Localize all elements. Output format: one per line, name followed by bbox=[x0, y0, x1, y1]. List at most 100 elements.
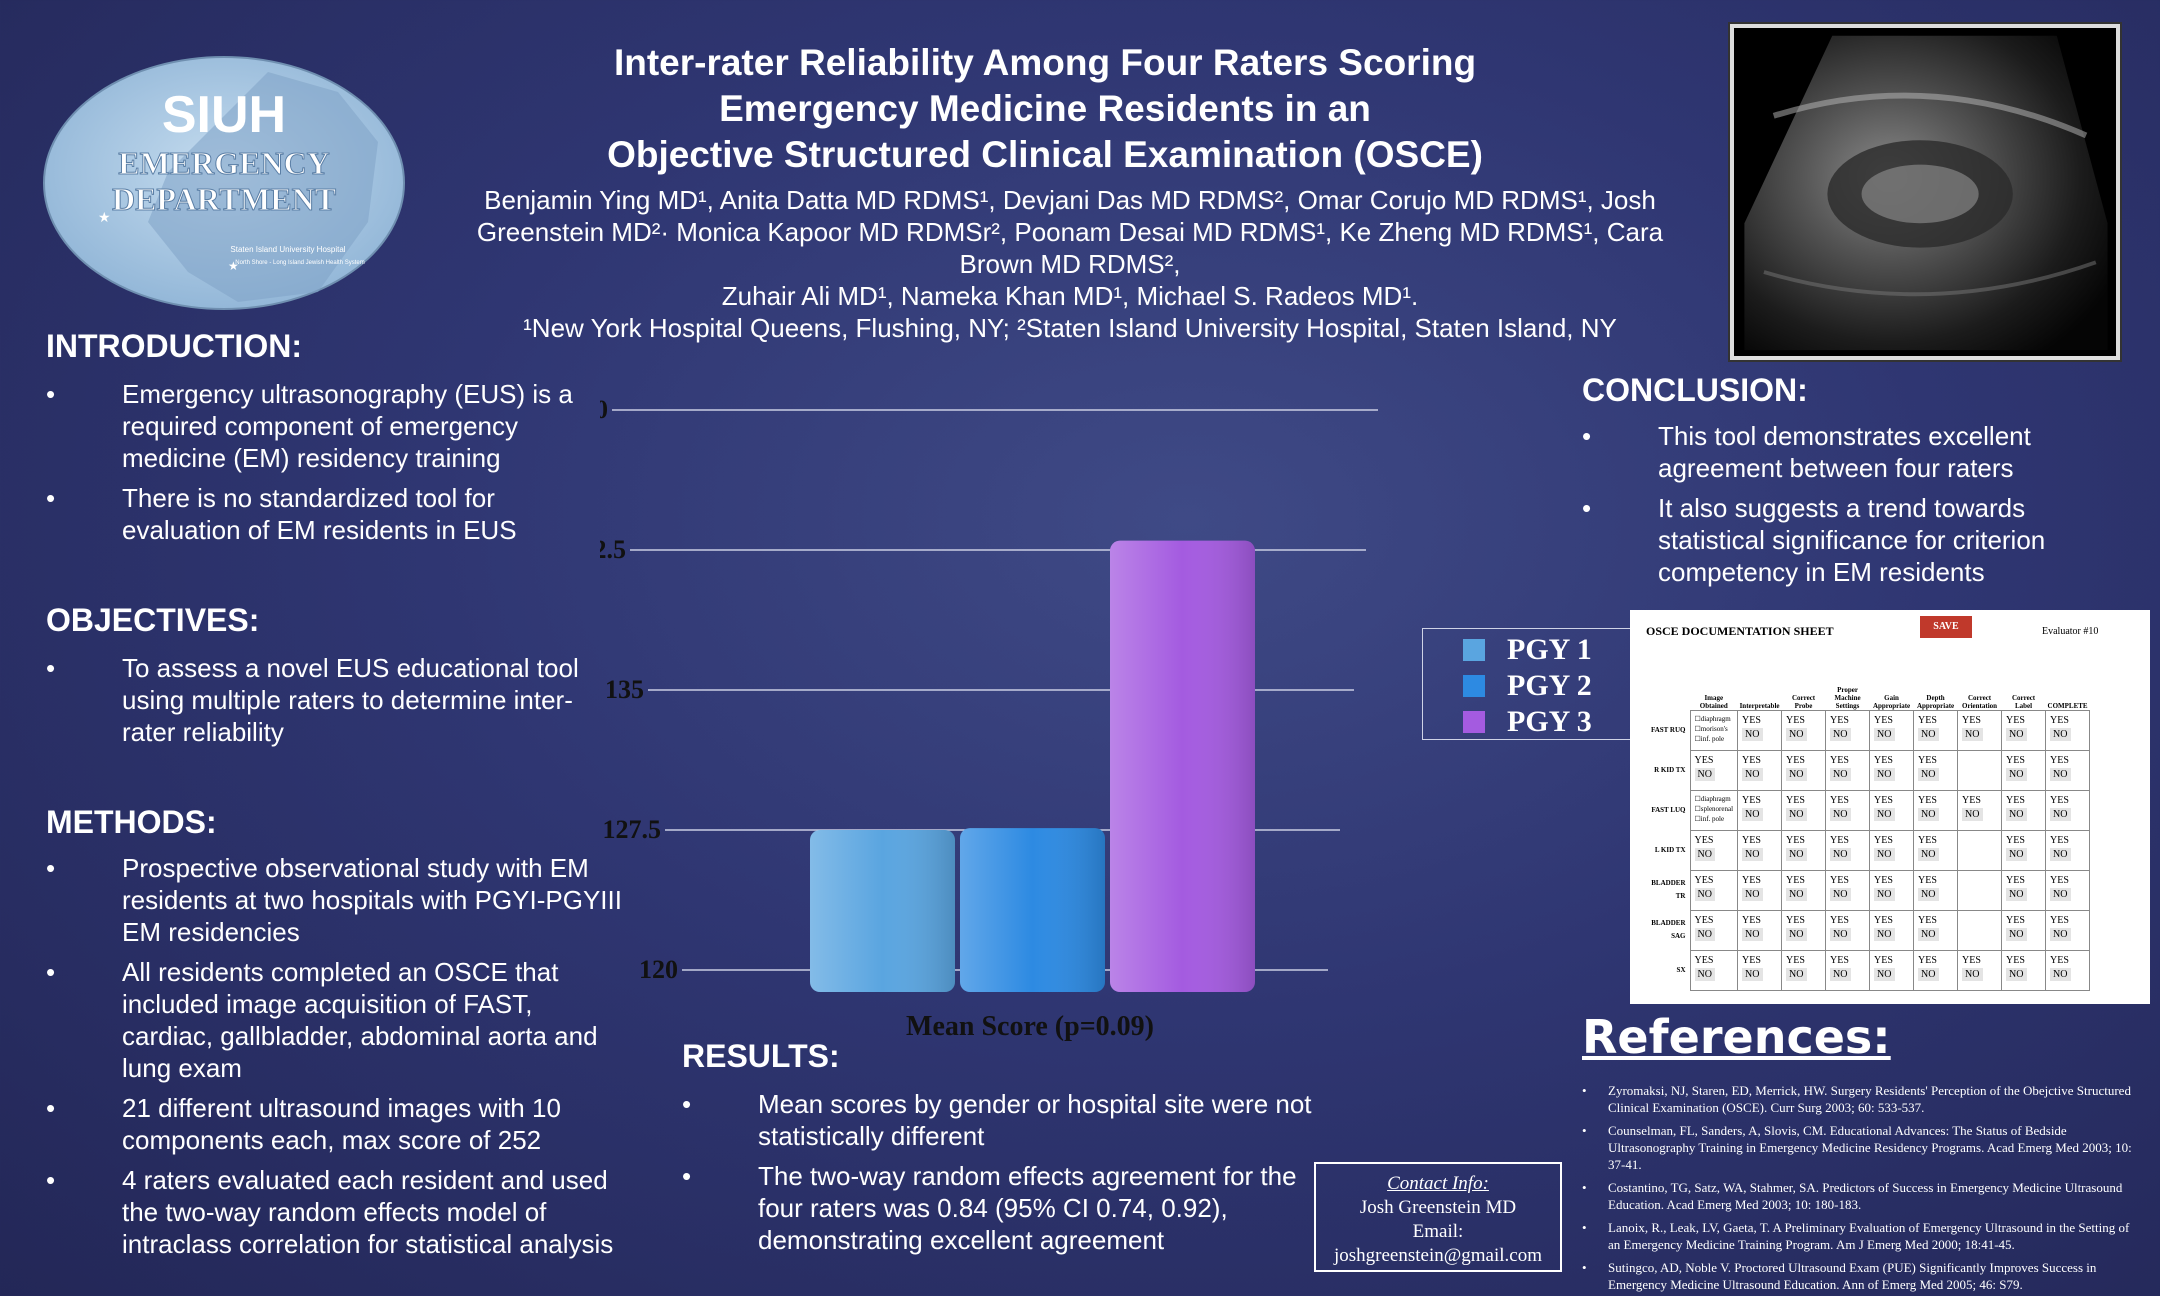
yes-option[interactable]: YES bbox=[2050, 794, 2069, 806]
contact-email[interactable]: joshgreenstein@gmail.com bbox=[1334, 1245, 1542, 1266]
no-option[interactable]: NO bbox=[2050, 927, 2071, 941]
osce-cell[interactable]: YES NO bbox=[2001, 789, 2047, 831]
yes-option[interactable]: YES bbox=[2006, 954, 2025, 966]
osce-cell[interactable]: YES NO bbox=[1781, 869, 1827, 911]
yes-option[interactable]: YES bbox=[2006, 834, 2025, 846]
no-option[interactable]: NO bbox=[1742, 767, 1763, 781]
no-option[interactable]: NO bbox=[2006, 847, 2027, 861]
yes-option[interactable]: YES bbox=[1830, 914, 1849, 926]
yes-option[interactable]: YES bbox=[2006, 914, 2025, 926]
save-button[interactable]: SAVE bbox=[1920, 616, 1972, 638]
yes-option[interactable]: YES bbox=[1742, 794, 1761, 806]
osce-cell[interactable]: YES NO bbox=[1869, 749, 1915, 791]
osce-cell[interactable]: YES NO bbox=[1825, 709, 1871, 751]
no-option[interactable]: NO bbox=[1874, 927, 1895, 941]
no-option[interactable]: NO bbox=[1830, 807, 1851, 821]
no-option[interactable]: NO bbox=[1918, 887, 1939, 901]
yes-option[interactable]: YES bbox=[1830, 874, 1849, 886]
yes-option[interactable]: YES bbox=[1694, 914, 1714, 926]
yes-option[interactable]: YES bbox=[1694, 954, 1714, 966]
no-option[interactable]: NO bbox=[1694, 887, 1715, 901]
yes-option[interactable]: YES bbox=[1962, 954, 1981, 966]
osce-cell[interactable]: YES NO bbox=[1781, 789, 1827, 831]
no-option[interactable]: NO bbox=[1786, 927, 1807, 941]
yes-option[interactable]: YES bbox=[1874, 714, 1893, 726]
yes-option[interactable]: YES bbox=[1874, 954, 1893, 966]
no-option[interactable]: NO bbox=[1786, 887, 1807, 901]
osce-cell[interactable]: YES NO bbox=[1737, 749, 1783, 791]
no-option[interactable]: NO bbox=[2050, 727, 2071, 741]
osce-cell[interactable]: YES NO bbox=[2001, 829, 2047, 871]
osce-cell[interactable]: YES NO bbox=[2001, 749, 2047, 791]
osce-cell[interactable]: YES NO bbox=[1825, 909, 1871, 951]
osce-cell[interactable]: YES NO bbox=[1913, 909, 1959, 951]
checkbox-option[interactable]: ☐splenorenal bbox=[1694, 804, 1734, 813]
osce-cell[interactable]: YES NO bbox=[1869, 829, 1915, 871]
osce-cell[interactable]: YES NO bbox=[1825, 949, 1871, 991]
yes-option[interactable]: YES bbox=[2050, 954, 2069, 966]
yes-option[interactable]: YES bbox=[1786, 714, 1805, 726]
no-option[interactable]: NO bbox=[1918, 967, 1939, 981]
no-option[interactable]: NO bbox=[1742, 967, 1763, 981]
no-option[interactable]: NO bbox=[1918, 847, 1939, 861]
no-option[interactable]: NO bbox=[1830, 767, 1851, 781]
no-option[interactable]: NO bbox=[2050, 807, 2071, 821]
osce-cell[interactable]: YES NO bbox=[1781, 949, 1827, 991]
osce-cell[interactable]: YES NO bbox=[1869, 869, 1915, 911]
osce-cell[interactable]: YES NO bbox=[2045, 829, 2091, 871]
no-option[interactable]: NO bbox=[1918, 727, 1939, 741]
no-option[interactable]: NO bbox=[1874, 807, 1895, 821]
osce-cell[interactable]: YES NO bbox=[1957, 789, 2003, 831]
yes-option[interactable]: YES bbox=[2050, 874, 2069, 886]
osce-cell[interactable]: YES NO bbox=[1689, 829, 1739, 871]
yes-option[interactable]: YES bbox=[1742, 754, 1761, 766]
no-option[interactable]: NO bbox=[1742, 727, 1763, 741]
checkbox-option[interactable]: ☐diaphragm bbox=[1694, 794, 1731, 803]
checkbox-option[interactable]: ☐inf. pole bbox=[1694, 734, 1725, 743]
osce-cell[interactable]: YES NO bbox=[1737, 829, 1783, 871]
osce-cell[interactable]: YES NO bbox=[1869, 789, 1915, 831]
yes-option[interactable]: YES bbox=[1742, 954, 1761, 966]
no-option[interactable]: NO bbox=[2050, 767, 2071, 781]
no-option[interactable]: NO bbox=[1962, 727, 1983, 741]
osce-cell[interactable]: YES NO bbox=[1913, 869, 1959, 911]
no-option[interactable]: NO bbox=[1874, 727, 1895, 741]
yes-option[interactable]: YES bbox=[2006, 714, 2025, 726]
no-option[interactable]: NO bbox=[2050, 887, 2071, 901]
osce-cell[interactable]: YES NO bbox=[2001, 869, 2047, 911]
osce-cell[interactable]: YES NO bbox=[1913, 709, 1959, 751]
no-option[interactable]: NO bbox=[1830, 967, 1851, 981]
no-option[interactable]: NO bbox=[1742, 807, 1763, 821]
yes-option[interactable]: YES bbox=[1918, 874, 1937, 886]
no-option[interactable]: NO bbox=[1830, 847, 1851, 861]
yes-option[interactable]: YES bbox=[1830, 794, 1849, 806]
no-option[interactable]: NO bbox=[1830, 727, 1851, 741]
yes-option[interactable]: YES bbox=[2006, 754, 2025, 766]
osce-cell[interactable]: YES NO bbox=[2045, 709, 2091, 751]
osce-cell[interactable]: YES NO bbox=[1913, 749, 1959, 791]
osce-cell[interactable]: YES NO bbox=[1957, 709, 2003, 751]
osce-cell[interactable]: YES NO bbox=[1737, 909, 1783, 951]
yes-option[interactable]: YES bbox=[1742, 874, 1761, 886]
yes-option[interactable]: YES bbox=[1786, 754, 1805, 766]
yes-option[interactable]: YES bbox=[2006, 794, 2025, 806]
no-option[interactable]: NO bbox=[1694, 927, 1715, 941]
yes-option[interactable]: YES bbox=[1874, 874, 1893, 886]
no-option[interactable]: NO bbox=[1786, 767, 1807, 781]
osce-cell[interactable]: YES NO bbox=[1689, 749, 1739, 791]
no-option[interactable]: NO bbox=[1786, 967, 1807, 981]
yes-option[interactable]: YES bbox=[1694, 754, 1714, 766]
osce-cell[interactable]: YES NO bbox=[1781, 829, 1827, 871]
osce-cell[interactable]: YES NO bbox=[1781, 709, 1827, 751]
osce-cell[interactable]: YES NO bbox=[1869, 709, 1915, 751]
yes-option[interactable]: YES bbox=[1918, 754, 1937, 766]
no-option[interactable]: NO bbox=[1830, 887, 1851, 901]
no-option[interactable]: NO bbox=[2050, 847, 2071, 861]
no-option[interactable]: NO bbox=[1786, 847, 1807, 861]
no-option[interactable]: NO bbox=[2006, 727, 2027, 741]
no-option[interactable]: NO bbox=[1874, 887, 1895, 901]
yes-option[interactable]: YES bbox=[1830, 954, 1849, 966]
osce-cell[interactable]: ☐diaphragm ☐morison's ☐inf. pole bbox=[1689, 709, 1739, 751]
osce-cell[interactable]: YES NO bbox=[1913, 949, 1959, 991]
osce-cell[interactable]: ☐diaphragm ☐splenorenal ☐inf. pole bbox=[1689, 789, 1739, 831]
